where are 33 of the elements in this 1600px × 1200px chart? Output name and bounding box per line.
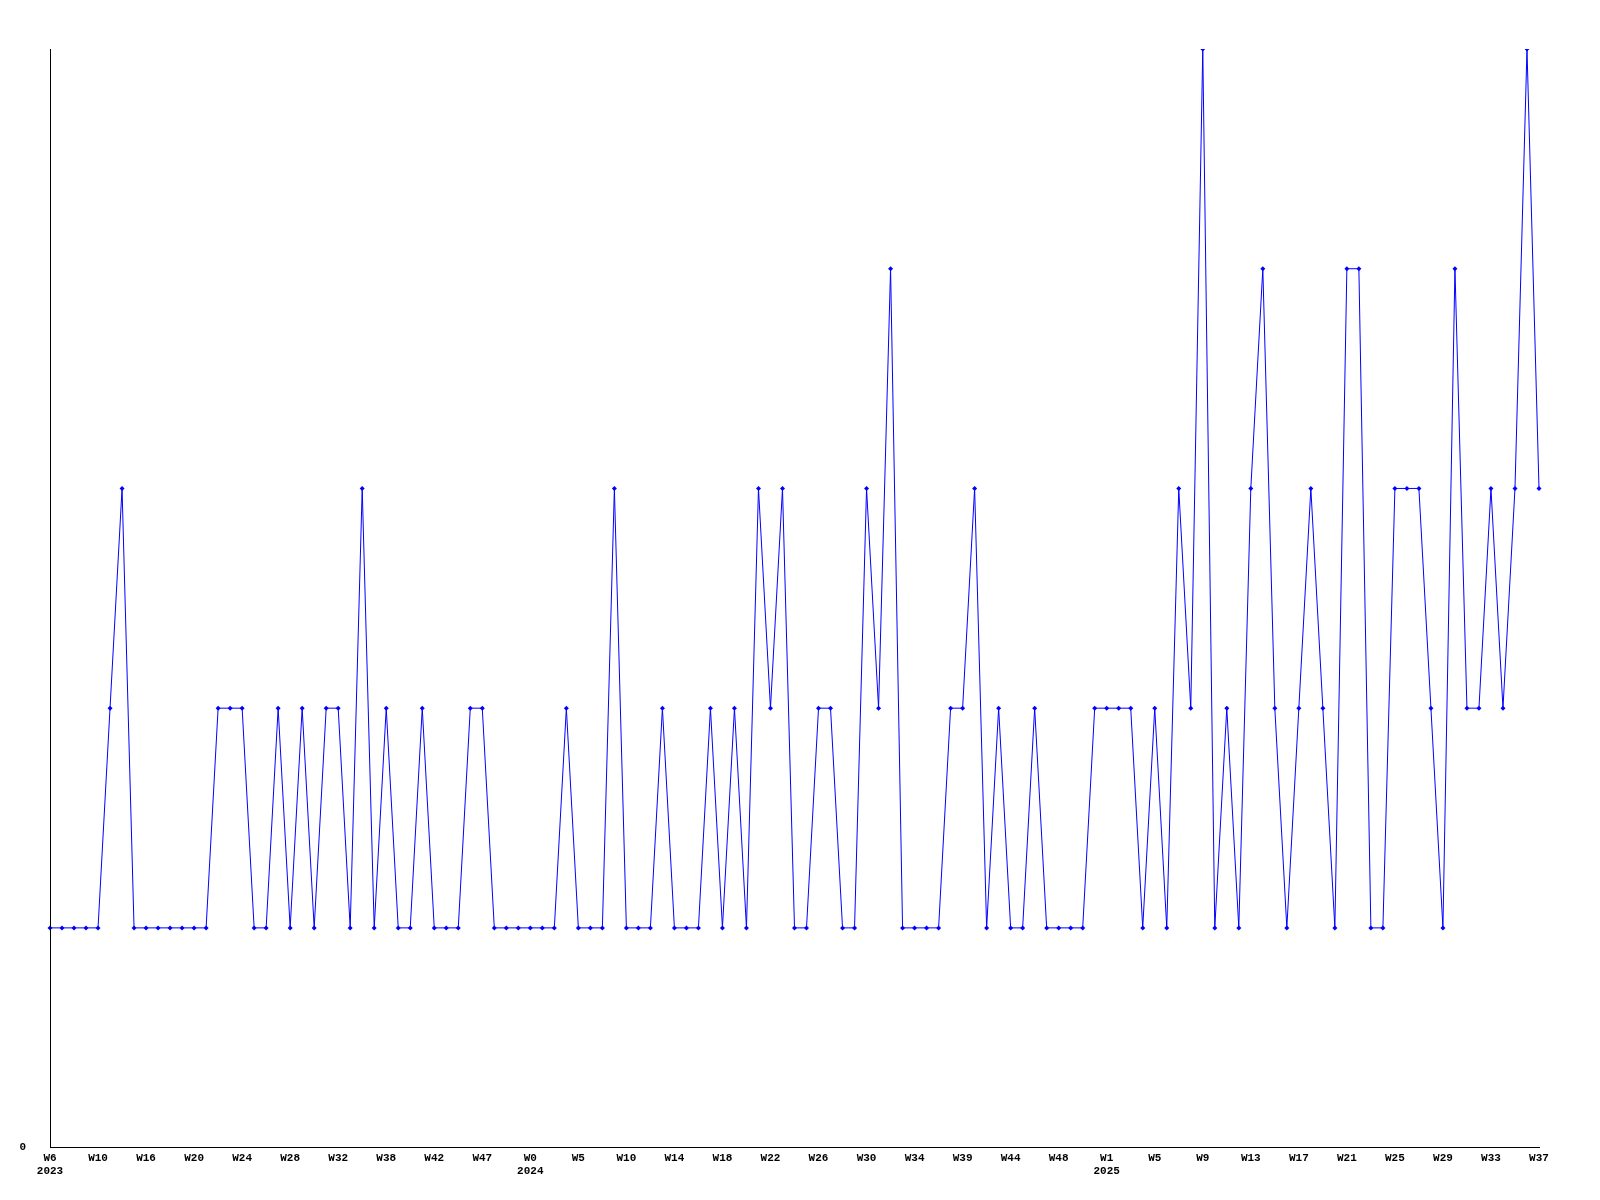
x-tick-label: W1 2025 — [1093, 1151, 1121, 1178]
x-tick-label: W10 — [616, 1151, 637, 1164]
x-tick-label: W32 — [328, 1151, 349, 1164]
x-tick-label: W30 — [856, 1151, 877, 1164]
x-tick-label: W24 — [232, 1151, 253, 1164]
x-tick-label: W13 — [1240, 1151, 1262, 1164]
x-tick-label: W21 — [1336, 1151, 1358, 1164]
x-tick-label: W5 — [571, 1151, 586, 1164]
x-tick-label: W38 — [376, 1151, 397, 1164]
x-tick-label: W39 — [952, 1151, 973, 1164]
x-tick-label: W16 — [136, 1151, 156, 1164]
x-tick-label: W20 — [184, 1151, 204, 1164]
x-tick-label: W9 — [1196, 1151, 1210, 1164]
x-tick-label: W10 — [88, 1151, 108, 1164]
x-tick-label: W48 — [1048, 1151, 1069, 1164]
x-tick-label: W22 — [760, 1151, 781, 1164]
x-tick-label: W34 — [904, 1151, 925, 1164]
x-tick-label: W5 — [1148, 1151, 1162, 1164]
x-tick-label: W28 — [280, 1151, 301, 1164]
x-tick-label: W25 — [1385, 1151, 1406, 1164]
x-tick-label: W47 — [472, 1151, 493, 1164]
x-tick-label: W0 2024 — [517, 1151, 544, 1178]
x-tick-label: W37 — [1529, 1151, 1549, 1164]
x-tick-label: W14 — [664, 1151, 685, 1164]
x-tick-label: W42 — [424, 1151, 445, 1164]
x-tick-label: W6 2023 — [36, 1151, 64, 1178]
x-tick-label: W17 — [1288, 1151, 1309, 1164]
x-tick-label: W33 — [1481, 1151, 1502, 1164]
x-tick-label: W44 — [1000, 1151, 1021, 1164]
x-tick-label: W18 — [712, 1151, 733, 1164]
x-tick-label: W29 — [1433, 1151, 1453, 1164]
text: 0 — [19, 1141, 26, 1154]
x-tick-label: W26 — [808, 1151, 829, 1164]
